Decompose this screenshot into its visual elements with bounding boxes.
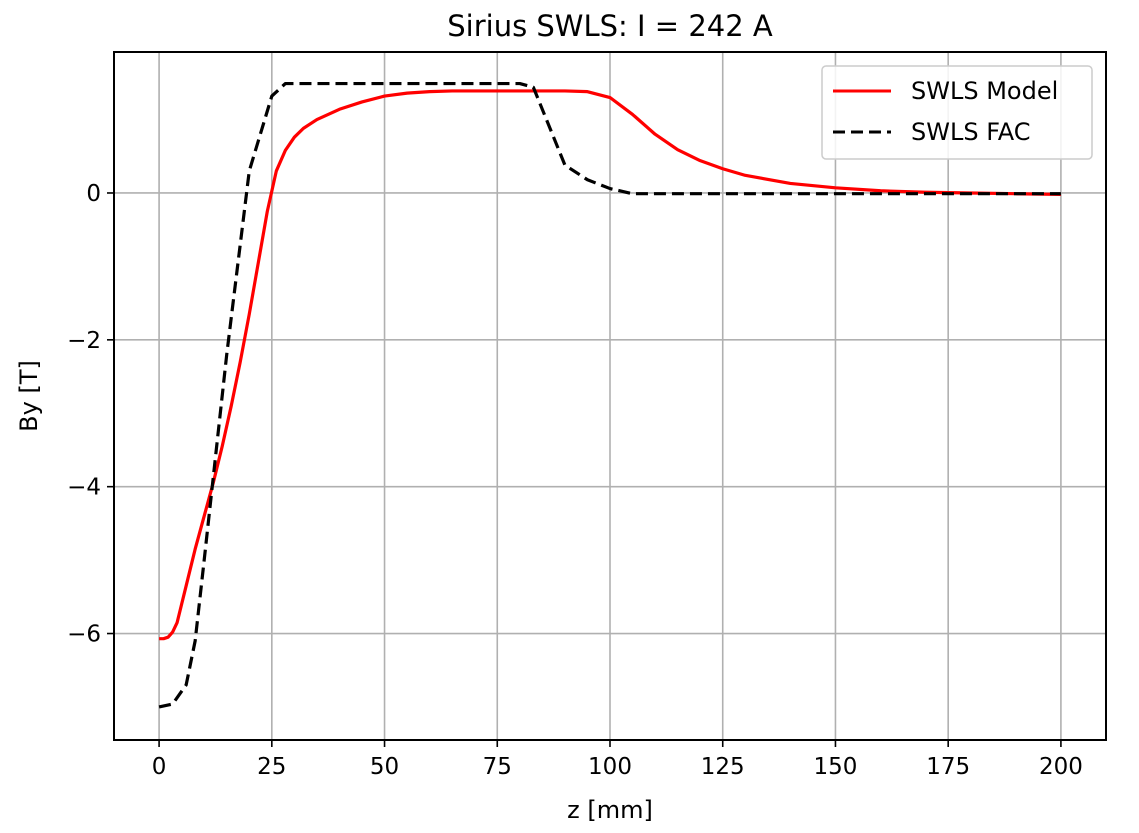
- x-tick-label-8: 200: [1039, 754, 1083, 780]
- series-line-swls-model: [159, 89, 1061, 641]
- x-tick-label-6: 150: [814, 754, 858, 780]
- legend-label-swls-fac: SWLS FAC: [911, 118, 1031, 146]
- y-axis-label: By [T]: [15, 360, 43, 432]
- axis-ticks: [107, 192, 1062, 747]
- x-tick-label-4: 100: [588, 754, 632, 780]
- chart-title: Sirius SWLS: I = 242 A: [447, 9, 773, 43]
- x-tick-label-0: 0: [152, 754, 167, 780]
- series-line-swls-fac: [158, 81, 1061, 709]
- y-tick-label-2: −2: [67, 328, 101, 354]
- x-tick-label-2: 50: [370, 754, 399, 780]
- y-tick-label-0: −6: [67, 622, 101, 648]
- y-tick-label-1: −4: [67, 475, 101, 501]
- legend-label-swls-model: SWLS Model: [911, 77, 1058, 105]
- x-tick-label-7: 175: [926, 754, 970, 780]
- x-tick-label-3: 75: [483, 754, 512, 780]
- x-tick-label-5: 125: [701, 754, 745, 780]
- x-tick-label-1: 25: [257, 754, 286, 780]
- legend-box: [821, 65, 1093, 160]
- plot-series: [158, 81, 1061, 709]
- x-axis-label: z [mm]: [567, 796, 653, 824]
- axis-tick-labels: 0 25 50 75 100 125 150 175 200 −6 −4 −2 0: [67, 181, 1083, 780]
- chart-legend: SWLS Model SWLS FAC: [821, 65, 1093, 160]
- y-tick-label-3: 0: [86, 181, 101, 207]
